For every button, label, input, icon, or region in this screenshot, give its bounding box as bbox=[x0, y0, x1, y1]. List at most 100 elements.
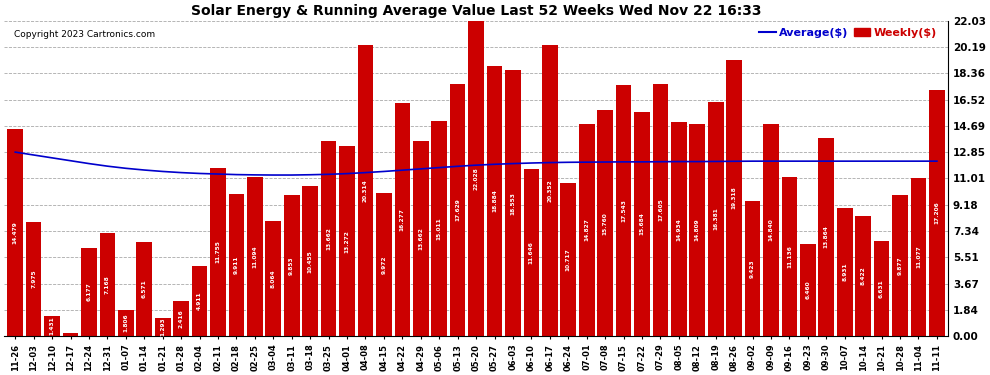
Text: 11.136: 11.136 bbox=[787, 245, 792, 268]
Text: 6.631: 6.631 bbox=[879, 279, 884, 298]
Bar bbox=[616, 85, 632, 336]
Text: 17.605: 17.605 bbox=[658, 199, 663, 222]
Bar bbox=[560, 183, 576, 336]
Bar bbox=[229, 194, 245, 336]
Text: 17.543: 17.543 bbox=[621, 199, 626, 222]
Text: 16.277: 16.277 bbox=[400, 208, 405, 231]
Text: 11.646: 11.646 bbox=[529, 241, 534, 264]
Text: 7.168: 7.168 bbox=[105, 275, 110, 294]
Bar bbox=[154, 318, 170, 336]
Text: 9.423: 9.423 bbox=[750, 260, 755, 278]
Text: 9.911: 9.911 bbox=[234, 256, 239, 274]
Bar bbox=[118, 310, 134, 336]
Bar bbox=[81, 248, 97, 336]
Text: 8.422: 8.422 bbox=[860, 266, 865, 285]
Bar bbox=[727, 60, 742, 336]
Text: 6.177: 6.177 bbox=[86, 282, 91, 301]
Title: Solar Energy & Running Average Value Last 52 Weeks Wed Nov 22 16:33: Solar Energy & Running Average Value Las… bbox=[191, 4, 761, 18]
Bar bbox=[173, 302, 189, 336]
Bar bbox=[542, 45, 557, 336]
Text: 14.809: 14.809 bbox=[695, 219, 700, 242]
Bar bbox=[892, 195, 908, 336]
Text: 13.662: 13.662 bbox=[418, 227, 424, 250]
Bar bbox=[100, 234, 115, 336]
Bar bbox=[652, 84, 668, 336]
Text: 6.571: 6.571 bbox=[142, 280, 147, 298]
Text: 1.431: 1.431 bbox=[50, 316, 54, 335]
Text: 4.911: 4.911 bbox=[197, 292, 202, 310]
Text: 11.094: 11.094 bbox=[252, 245, 257, 268]
Bar bbox=[26, 222, 42, 336]
Text: 9.853: 9.853 bbox=[289, 256, 294, 275]
Bar bbox=[394, 103, 410, 336]
Bar bbox=[744, 201, 760, 336]
Text: 16.381: 16.381 bbox=[713, 207, 718, 230]
Text: 6.460: 6.460 bbox=[806, 280, 811, 299]
Text: 20.352: 20.352 bbox=[547, 179, 552, 202]
Text: 9.877: 9.877 bbox=[898, 256, 903, 275]
Bar bbox=[708, 102, 724, 336]
Text: 9.972: 9.972 bbox=[381, 255, 386, 274]
Text: 1.293: 1.293 bbox=[160, 318, 165, 336]
Bar bbox=[137, 242, 152, 336]
Bar bbox=[284, 195, 300, 336]
Bar bbox=[62, 333, 78, 336]
Text: 11.755: 11.755 bbox=[216, 240, 221, 263]
Bar bbox=[819, 138, 835, 336]
Bar bbox=[192, 266, 207, 336]
Bar bbox=[911, 177, 927, 336]
Bar bbox=[265, 220, 281, 336]
Bar bbox=[45, 316, 60, 336]
Bar bbox=[597, 111, 613, 336]
Text: 14.840: 14.840 bbox=[768, 219, 773, 241]
Bar bbox=[800, 244, 816, 336]
Text: 15.684: 15.684 bbox=[640, 212, 644, 235]
Bar bbox=[579, 124, 595, 336]
Bar bbox=[874, 241, 889, 336]
Bar bbox=[689, 124, 705, 336]
Text: 13.662: 13.662 bbox=[326, 227, 331, 250]
Text: 11.077: 11.077 bbox=[916, 245, 921, 268]
Text: 1.806: 1.806 bbox=[124, 314, 129, 333]
Bar bbox=[248, 177, 262, 336]
Bar bbox=[487, 66, 502, 336]
Text: 22.028: 22.028 bbox=[473, 167, 478, 190]
Text: 18.553: 18.553 bbox=[511, 192, 516, 215]
Bar bbox=[837, 208, 852, 336]
Bar bbox=[505, 70, 521, 336]
Text: 8.931: 8.931 bbox=[842, 263, 847, 282]
Bar bbox=[929, 90, 944, 336]
Text: Copyright 2023 Cartronics.com: Copyright 2023 Cartronics.com bbox=[14, 30, 154, 39]
Legend: Average($), Weekly($): Average($), Weekly($) bbox=[754, 23, 941, 42]
Text: 17.206: 17.206 bbox=[935, 201, 940, 224]
Bar bbox=[413, 141, 429, 336]
Bar bbox=[376, 194, 392, 336]
Bar bbox=[449, 84, 465, 336]
Text: 14.934: 14.934 bbox=[676, 218, 681, 240]
Text: 14.479: 14.479 bbox=[13, 221, 18, 244]
Bar bbox=[357, 45, 373, 336]
Bar bbox=[635, 111, 649, 336]
Bar bbox=[782, 177, 797, 336]
Bar bbox=[7, 129, 23, 336]
Bar bbox=[302, 186, 318, 336]
Text: 17.629: 17.629 bbox=[455, 198, 460, 221]
Bar bbox=[340, 146, 354, 336]
Text: 15.011: 15.011 bbox=[437, 217, 442, 240]
Text: 13.864: 13.864 bbox=[824, 225, 829, 248]
Bar bbox=[671, 122, 687, 336]
Bar bbox=[321, 141, 337, 336]
Text: 14.827: 14.827 bbox=[584, 219, 589, 242]
Bar bbox=[855, 216, 871, 336]
Text: 19.318: 19.318 bbox=[732, 186, 737, 209]
Bar bbox=[468, 21, 484, 336]
Bar bbox=[524, 170, 540, 336]
Bar bbox=[432, 121, 447, 336]
Bar bbox=[763, 124, 779, 336]
Text: 20.314: 20.314 bbox=[363, 179, 368, 202]
Text: 8.064: 8.064 bbox=[271, 269, 276, 288]
Text: 2.416: 2.416 bbox=[178, 309, 183, 328]
Text: 10.717: 10.717 bbox=[565, 248, 571, 271]
Text: 13.272: 13.272 bbox=[345, 230, 349, 252]
Text: 18.884: 18.884 bbox=[492, 189, 497, 212]
